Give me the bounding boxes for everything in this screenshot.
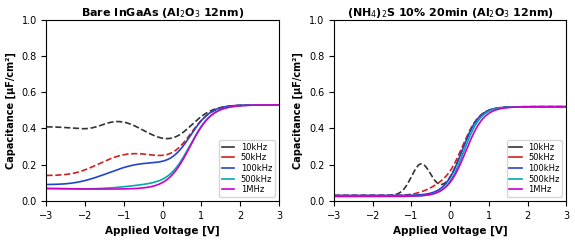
X-axis label: Applied Voltage [V]: Applied Voltage [V] [105, 226, 220, 236]
Title: Bare InGaAs (Al$_2$O$_3$ 12nm): Bare InGaAs (Al$_2$O$_3$ 12nm) [81, 6, 244, 20]
Title: (NH$_4$)$_2$S 10% 20min (Al$_2$O$_3$ 12nm): (NH$_4$)$_2$S 10% 20min (Al$_2$O$_3$ 12n… [347, 6, 554, 20]
X-axis label: Applied Voltage [V]: Applied Voltage [V] [393, 226, 508, 236]
Y-axis label: Capacitance [μF/cm²]: Capacitance [μF/cm²] [6, 52, 16, 169]
Y-axis label: Capacitance [μF/cm²]: Capacitance [μF/cm²] [293, 52, 304, 169]
Legend: 10kHz, 50kHz, 100kHz, 500kHz, 1MHz: 10kHz, 50kHz, 100kHz, 500kHz, 1MHz [507, 140, 562, 197]
Legend: 10kHz, 50kHz, 100kHz, 500kHz, 1MHz: 10kHz, 50kHz, 100kHz, 500kHz, 1MHz [219, 140, 275, 197]
